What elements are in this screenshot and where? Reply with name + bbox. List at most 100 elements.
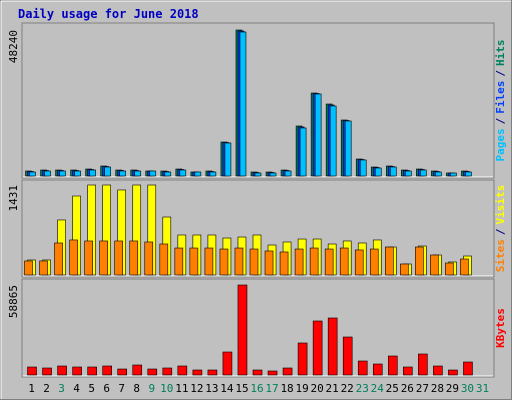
x-tick-label: 8 xyxy=(133,382,140,395)
legend-separator: / xyxy=(494,117,507,124)
bar xyxy=(162,367,173,376)
x-tick-label: 20 xyxy=(311,382,324,395)
bar xyxy=(99,240,108,276)
bar xyxy=(234,247,244,276)
bar xyxy=(74,170,81,177)
x-tick-label: 30 xyxy=(461,382,474,395)
y-tick-label: 58865 xyxy=(7,285,20,318)
bar xyxy=(117,368,128,376)
bar xyxy=(147,368,158,376)
bar xyxy=(430,254,439,276)
x-tick-label: 18 xyxy=(280,382,293,395)
bar xyxy=(159,243,169,276)
bar xyxy=(269,172,277,177)
bar xyxy=(29,171,36,177)
x-tick-label: 11 xyxy=(175,382,188,395)
legend-separator: / xyxy=(494,228,507,235)
legend-entry: Hits xyxy=(494,40,507,67)
legend-separator: / xyxy=(494,70,507,77)
bar xyxy=(284,170,292,177)
bar xyxy=(327,317,338,376)
bar xyxy=(299,127,307,177)
bar xyxy=(189,247,199,276)
bar xyxy=(69,239,78,276)
y-tick-label: 1431 xyxy=(7,185,20,212)
bar xyxy=(177,365,188,376)
bar xyxy=(249,248,259,276)
bar xyxy=(418,353,428,376)
bar xyxy=(448,369,458,376)
bar xyxy=(387,355,398,376)
bar xyxy=(59,170,66,177)
bar xyxy=(204,247,214,276)
bar xyxy=(222,351,233,376)
x-tick-label: 27 xyxy=(416,382,429,395)
bar xyxy=(87,366,97,376)
bar xyxy=(119,170,127,177)
bar xyxy=(294,248,304,276)
legend-entry: Files xyxy=(494,81,507,114)
bar xyxy=(314,93,322,177)
bar xyxy=(415,246,424,276)
bar xyxy=(282,367,293,376)
bar xyxy=(132,364,143,376)
bar xyxy=(54,242,63,276)
bar xyxy=(104,166,111,177)
bar xyxy=(164,171,172,177)
bar xyxy=(420,169,427,177)
bar xyxy=(359,159,367,177)
x-tick-label: 26 xyxy=(401,382,414,395)
x-tick-label: 9 xyxy=(148,382,155,395)
bar xyxy=(84,240,93,276)
legend: Sites / Visits xyxy=(494,185,507,273)
legend: KBytes xyxy=(494,308,507,348)
panel xyxy=(21,278,495,378)
bar xyxy=(405,170,412,177)
bar xyxy=(267,370,278,376)
bar xyxy=(339,247,349,276)
x-tick-label: 25 xyxy=(386,382,399,395)
bar xyxy=(129,240,139,276)
chart-title: Daily usage for June 2018 xyxy=(18,7,199,21)
x-tick-label: 16 xyxy=(250,382,263,395)
bar xyxy=(219,248,229,276)
x-tick-label: 14 xyxy=(220,382,234,395)
bar xyxy=(342,336,353,376)
x-tick-label: 17 xyxy=(265,382,278,395)
x-tick-label: 29 xyxy=(446,382,459,395)
bar xyxy=(144,241,154,276)
bar xyxy=(465,171,472,177)
bar xyxy=(450,172,457,177)
bar xyxy=(344,120,352,177)
bar xyxy=(89,169,96,177)
x-tick-label: 28 xyxy=(431,382,444,395)
bar xyxy=(324,248,334,276)
bar xyxy=(329,105,337,177)
x-tick-label: 15 xyxy=(235,382,248,395)
bar xyxy=(239,31,247,177)
bar xyxy=(194,171,202,177)
x-tick-label: 7 xyxy=(118,382,125,395)
bar xyxy=(174,247,184,276)
bar xyxy=(312,320,323,376)
bar xyxy=(279,251,289,276)
bar xyxy=(433,365,443,376)
bar xyxy=(224,142,232,177)
bar xyxy=(463,361,473,376)
bar xyxy=(114,240,124,276)
x-tick-label: 10 xyxy=(160,382,173,395)
x-tick-label: 31 xyxy=(476,382,489,395)
bar xyxy=(149,170,157,177)
legend: Pages / Files / Hits xyxy=(494,40,507,162)
bar xyxy=(252,369,263,376)
x-tick-label: 13 xyxy=(205,382,218,395)
x-tick-label: 3 xyxy=(58,382,65,395)
bar xyxy=(57,365,67,376)
x-tick-label: 22 xyxy=(341,382,354,395)
bar xyxy=(389,166,397,177)
x-tick-label: 2 xyxy=(43,382,50,395)
bar xyxy=(42,367,52,376)
bar xyxy=(24,260,33,276)
